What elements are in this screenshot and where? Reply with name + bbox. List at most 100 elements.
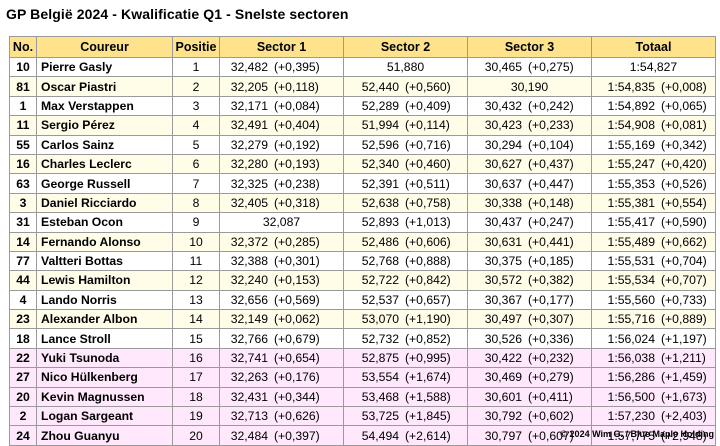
sector-1: 32,482 (+0,395) [219, 56, 344, 78]
page-title: GP België 2024 - Kwalificatie Q1 - Snels… [6, 6, 349, 22]
total-time-gap: (+0,008) [661, 79, 707, 94]
sector-2: 53,554 (+1,674) [343, 367, 468, 388]
total-time-gap: (+0,707) [661, 273, 707, 288]
sector-3-time: 30,572 [484, 273, 522, 288]
sector-1: 32,372 (+0,285) [219, 231, 344, 252]
sector-2-time: 53,468 [361, 389, 399, 404]
position: 4 [172, 115, 220, 136]
sector-1-gap: (+0,679) [274, 331, 320, 346]
total-time-time: 1:55,560 [607, 292, 655, 307]
sector-3: 30,367 (+0,177) [467, 289, 592, 311]
sector-1-time: 32,482 [230, 60, 268, 75]
driver-name: Fernando Alonso [36, 231, 173, 252]
position: 3 [172, 95, 220, 117]
header-sector-3: Sector 3 [467, 36, 592, 58]
total-time: 1:55,381 (+0,554) [591, 192, 716, 214]
sector-2: 52,596 (+0,716) [343, 134, 468, 155]
sector-3-time: 30,497 [484, 312, 522, 327]
sector-1-gap: (+0,318) [274, 195, 320, 210]
total-time-time: 1:54,892 [607, 98, 655, 113]
driver-name: Max Verstappen [36, 95, 173, 117]
car-number: 24 [9, 425, 37, 446]
total-time-gap: (+1,197) [661, 331, 707, 346]
position: 11 [172, 250, 220, 272]
position: 14 [172, 309, 220, 330]
sector-3-time: 30,601 [484, 389, 522, 404]
sector-3-time: 30,631 [484, 234, 522, 249]
total-time-gap: (+0,590) [661, 215, 707, 230]
sector-3-gap: (+0,148) [528, 195, 574, 210]
total-time-time: 1:54,835 [607, 79, 655, 94]
car-number: 16 [9, 153, 37, 175]
position: 9 [172, 212, 220, 233]
driver-name: Esteban Ocon [36, 212, 173, 233]
car-number: 3 [9, 192, 37, 214]
driver-name: George Russell [36, 173, 173, 194]
total-time-time: 1:55,169 [607, 137, 655, 152]
total-time: 1:55,417 (+0,590) [591, 212, 716, 233]
sector-2-time: 51,994 [361, 118, 399, 133]
sector-2-time: 52,638 [361, 195, 399, 210]
total-time: 1:54,892 (+0,065) [591, 95, 716, 117]
sector-3-gap: (+0,382) [528, 273, 574, 288]
car-number: 18 [9, 328, 37, 349]
table-row: 31 Esteban Ocon 9 32,087 52,893 (+1,013) 30,43… [9, 212, 716, 233]
sector-2-gap: (+2,614) [405, 428, 451, 443]
sector-1-gap: (+0,395) [274, 60, 320, 75]
total-time: 1:56,286 (+1,459) [591, 367, 716, 388]
header-driver: Coureur [36, 36, 173, 58]
sector-1-time: 32,388 [230, 254, 268, 269]
sector-1: 32,240 (+0,153) [219, 270, 344, 291]
sector-2-time: 52,440 [361, 79, 399, 94]
sector-1: 32,280 (+0,193) [219, 153, 344, 175]
driver-name: Logan Sargeant [36, 406, 173, 427]
header-sector-2: Sector 2 [343, 36, 468, 58]
header-sector-1: Sector 1 [219, 36, 344, 58]
sector-3-time: 30,465 [484, 60, 522, 75]
sector-1: 32,713 (+0,626) [219, 406, 344, 427]
sector-1: 32,491 (+0,404) [219, 115, 344, 136]
sector-1-gap: (+0,062) [274, 312, 320, 327]
driver-name: Alexander Albon [36, 309, 173, 330]
sector-1: 32,325 (+0,238) [219, 173, 344, 194]
driver-name: Zhou Guanyu [36, 425, 173, 446]
sector-3: 30,792 (+0,602) [467, 406, 592, 427]
sector-2-gap: (+1,190) [405, 312, 451, 327]
table-row: 55 Carlos Sainz 5 32,279 (+0,192) 52,596 (+0,7… [9, 134, 716, 155]
total-time: 1:56,024 (+1,197) [591, 328, 716, 349]
driver-name: Daniel Ricciardo [36, 192, 173, 214]
table-row: 14 Fernando Alonso 10 32,372 (+0,285) 52,486 (… [9, 231, 716, 252]
sector-1-time: 32,149 [230, 312, 268, 327]
sector-3: 30,627 (+0,437) [467, 153, 592, 175]
sector-1: 32,741 (+0,654) [219, 347, 344, 369]
sector-2-time: 52,768 [361, 254, 399, 269]
table-row: 3 Daniel Ricciardo 8 32,405 (+0,318) 52,638 (+… [9, 192, 716, 214]
sector-2-time: 53,725 [361, 409, 399, 424]
sector-1-time: 32,656 [230, 292, 268, 307]
car-number: 55 [9, 134, 37, 155]
sector-1: 32,388 (+0,301) [219, 250, 344, 272]
sector-1: 32,171 (+0,084) [219, 95, 344, 117]
sector-2: 52,722 (+0,842) [343, 270, 468, 291]
sector-2-time: 52,340 [361, 157, 399, 172]
total-time-gap: (+0,420) [661, 157, 707, 172]
total-time-time: 1:57,775 [607, 428, 655, 443]
sector-1-time: 32,280 [230, 157, 268, 172]
sector-2: 52,391 (+0,511) [343, 173, 468, 194]
sector-2: 52,638 (+0,758) [343, 192, 468, 214]
position: 7 [172, 173, 220, 194]
sector-2: 52,289 (+0,409) [343, 95, 468, 117]
driver-name: Lewis Hamilton [36, 270, 173, 291]
total-time-gap: (+0,733) [661, 292, 707, 307]
sector-2-gap: (+0,888) [405, 254, 451, 269]
total-time-gap: (+2,948) [661, 428, 707, 443]
sector-3-gap: (+0,602) [528, 409, 574, 424]
position: 1 [172, 56, 220, 78]
sector-2: 51,880 [343, 56, 468, 78]
total-time-time: 1:57,230 [607, 409, 655, 424]
sector-1-gap: (+0,344) [274, 389, 320, 404]
sector-1-gap: (+0,654) [274, 351, 320, 366]
sector-2-time: 52,893 [361, 215, 399, 230]
total-time-gap: (+0,081) [661, 118, 707, 133]
total-time: 1:55,489 (+0,662) [591, 231, 716, 252]
